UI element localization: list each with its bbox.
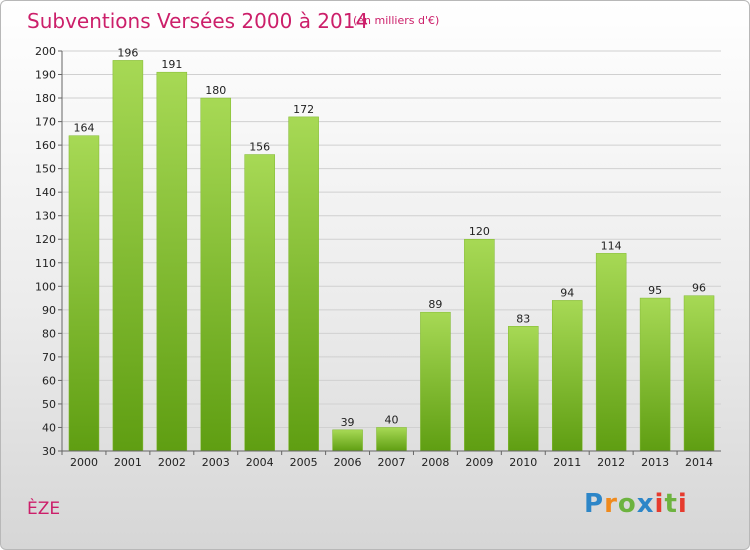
value-label-2005: 172: [293, 103, 314, 116]
x-tick-label: 2010: [509, 456, 537, 469]
x-tick-label: 2011: [553, 456, 581, 469]
x-tick-label: 2008: [421, 456, 449, 469]
x-tick-label: 2007: [378, 456, 406, 469]
bar-2003: [200, 97, 232, 452]
x-tick-label: 2003: [202, 456, 230, 469]
bar-2007: [376, 427, 407, 452]
value-label-2008: 89: [428, 298, 442, 311]
value-label-2013: 95: [648, 284, 662, 297]
y-tick-label: 150: [35, 163, 56, 176]
bars: 164 196 191 180 156 172 39 40 89 120 83 94 114 95 96: [68, 46, 715, 452]
x-tick-label: 2009: [465, 456, 493, 469]
y-axis: 30 40 50 60 70 80 90 100 110 120 130 140 150 160 170 18…: [35, 45, 63, 458]
x-tick-label: 2006: [334, 456, 362, 469]
y-tick-label: 130: [35, 210, 56, 223]
y-tick-label: 50: [42, 398, 56, 411]
value-label-2010: 83: [516, 312, 530, 325]
bar-2011: [551, 300, 583, 452]
y-tick-label: 160: [35, 139, 56, 152]
x-tick-label: 2014: [685, 456, 713, 469]
value-label-2014: 96: [692, 282, 706, 295]
bar-2004: [244, 154, 275, 452]
y-tick-label: 140: [35, 186, 56, 199]
x-tick-label: 2012: [597, 456, 625, 469]
bar-2013: [639, 297, 671, 452]
value-label-2007: 40: [385, 413, 399, 426]
y-tick-label: 100: [35, 280, 56, 293]
bar-2005: [288, 116, 319, 452]
y-tick-label: 80: [42, 327, 56, 340]
y-tick-label: 90: [42, 304, 56, 317]
bar-2009: [464, 238, 495, 452]
value-label-2001: 196: [117, 46, 138, 59]
proxiti-logo: Proxiti: [584, 489, 688, 519]
commune-name: ÈZE: [27, 499, 61, 519]
bar-2006: [332, 429, 363, 452]
value-label-2011: 94: [560, 286, 574, 299]
x-tick-label: 2000: [70, 456, 98, 469]
bar-2002: [156, 71, 188, 452]
y-tick-label: 60: [42, 374, 56, 387]
y-tick-label: 70: [42, 351, 56, 364]
y-tick-label: 30: [42, 445, 56, 458]
chart-subtitle: (en milliers d'€): [353, 14, 440, 27]
bar-2001: [112, 60, 144, 452]
x-tick-label: 2005: [290, 456, 318, 469]
x-tick-label: 2002: [158, 456, 186, 469]
y-tick-label: 40: [42, 421, 56, 434]
value-label-2006: 39: [341, 416, 355, 429]
bar-2008: [420, 311, 451, 452]
bar-2014: [683, 295, 715, 452]
x-tick-label: 2004: [246, 456, 274, 469]
value-label-2000: 164: [73, 122, 94, 135]
bar-2000: [68, 135, 100, 452]
value-label-2004: 156: [249, 141, 270, 154]
y-tick-label: 170: [35, 116, 56, 129]
value-label-2012: 114: [601, 239, 622, 252]
x-tick-label: 2001: [114, 456, 142, 469]
value-label-2003: 180: [205, 84, 226, 97]
x-axis: 2000 2001 2002 2003 2004 2005 2006 2007 2008 2009…: [61, 450, 721, 469]
chart-title: Subventions Versées 2000 à 2014: [27, 9, 369, 33]
y-tick-label: 180: [35, 92, 56, 105]
y-tick-label: 200: [35, 45, 56, 58]
y-tick-label: 110: [35, 257, 56, 270]
y-tick-label: 190: [35, 69, 56, 82]
x-tick-label: 2013: [641, 456, 669, 469]
value-label-2002: 191: [161, 58, 182, 71]
value-label-2009: 120: [469, 225, 490, 238]
bar-2010: [508, 326, 539, 452]
bar-2012: [595, 253, 627, 452]
y-tick-label: 120: [35, 233, 56, 246]
